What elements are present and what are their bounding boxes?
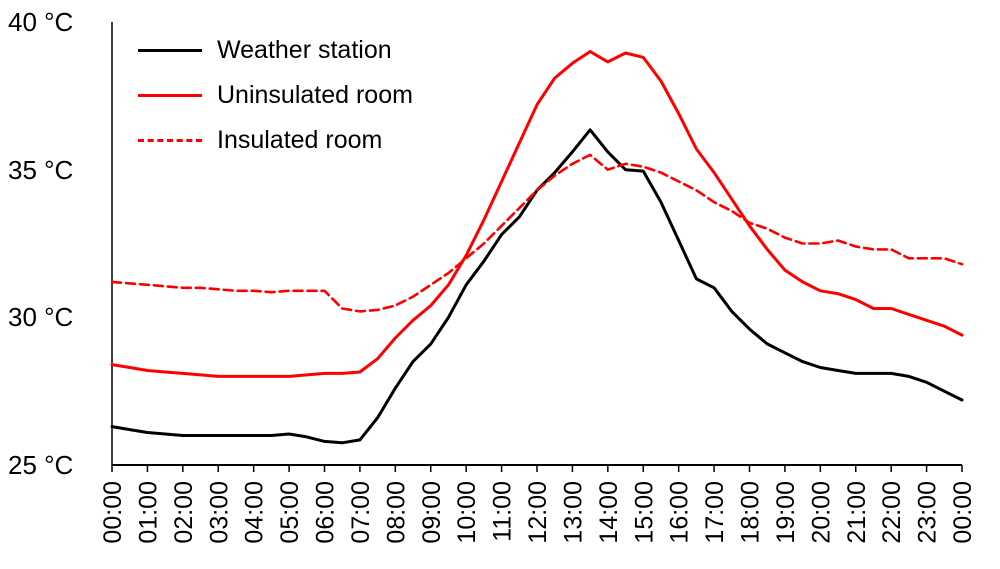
legend-line-sample	[138, 139, 202, 142]
legend-label: Weather station	[217, 36, 392, 64]
y-axis-label: 30 °C	[8, 302, 74, 332]
x-axis-label: 23:00	[914, 481, 942, 544]
series-line-insulated-room	[110, 153, 964, 313]
x-axis-label: 16:00	[666, 481, 694, 544]
x-axis-label: 00:00	[949, 481, 977, 544]
x-axis-label: 14:00	[595, 481, 623, 544]
legend-line-sample	[138, 49, 202, 52]
y-axis-label: 25 °C	[8, 450, 74, 480]
x-axis-label: 19:00	[772, 481, 800, 544]
x-axis-label: 13:00	[559, 481, 587, 544]
x-axis-label: 18:00	[737, 481, 765, 544]
legend-label: Uninsulated room	[217, 81, 413, 109]
x-axis-label: 21:00	[843, 481, 871, 544]
x-axis-label: 20:00	[807, 481, 835, 544]
y-axis-label: 40 °C	[8, 7, 74, 37]
x-axis-label: 10:00	[453, 481, 481, 544]
x-axis-label: 08:00	[382, 481, 410, 544]
legend-item-uninsulated-room: Uninsulated room	[138, 73, 413, 118]
x-axis-label: 15:00	[630, 481, 658, 544]
x-axis-label: 02:00	[170, 481, 198, 544]
x-axis-label: 04:00	[241, 481, 269, 544]
legend-label: Insulated room	[217, 126, 383, 154]
x-axis-label: 17:00	[701, 481, 729, 544]
series-line-uninsulated-room	[110, 50, 964, 378]
x-axis-label: 06:00	[312, 481, 340, 544]
series-line-weather-station	[110, 128, 964, 445]
legend-item-weather-station: Weather station	[138, 28, 413, 73]
x-axis-label: 00:00	[99, 481, 127, 544]
x-axis-label: 11:00	[489, 481, 517, 542]
x-axis-label: 07:00	[347, 481, 375, 544]
x-axis-label: 22:00	[878, 481, 906, 544]
chart-legend: Weather station Uninsulated room Insulat…	[138, 28, 413, 163]
x-axis-label: 12:00	[524, 481, 552, 544]
x-axis-label: 09:00	[418, 481, 446, 544]
x-axis-label: 01:00	[134, 481, 162, 544]
x-axis-label: 03:00	[205, 481, 233, 544]
legend-item-insulated-room: Insulated room	[138, 118, 413, 163]
x-axis-label: 05:00	[276, 481, 304, 544]
legend-line-sample	[138, 94, 202, 97]
y-axis-label: 35 °C	[8, 155, 74, 185]
